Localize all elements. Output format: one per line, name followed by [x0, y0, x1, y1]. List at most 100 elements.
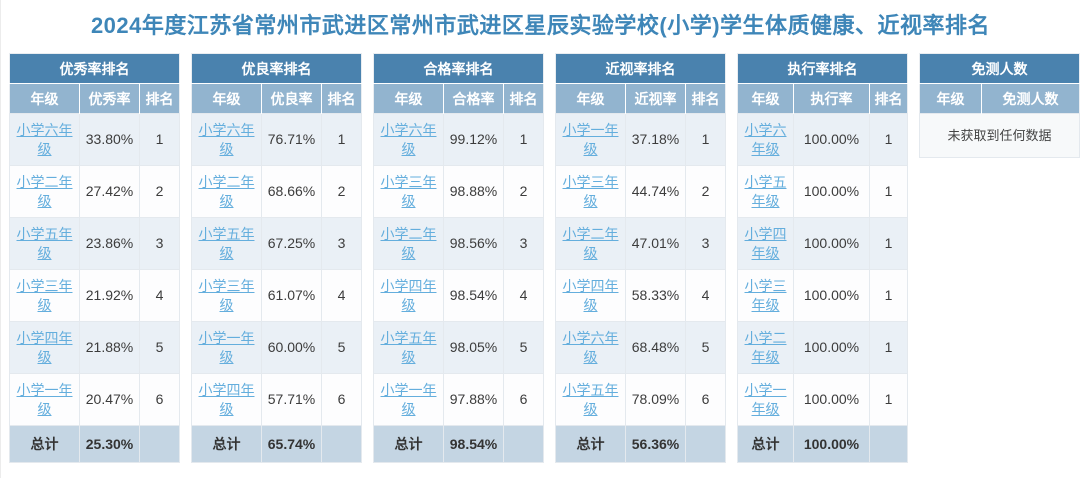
total-row: 总计 56.36%	[555, 425, 726, 463]
grade-link[interactable]: 小学五年级	[744, 173, 787, 209]
rate-value: 76.71%	[261, 113, 322, 166]
rank-value: 1	[869, 321, 908, 374]
rank-value: 1	[321, 113, 362, 166]
total-value: 98.54%	[443, 425, 504, 463]
grade-cell: 小学三年级	[555, 165, 626, 218]
rate-value: 97.88%	[443, 373, 504, 426]
rank-value: 1	[685, 113, 726, 166]
rate-value: 100.00%	[793, 165, 870, 218]
rank-value: 2	[321, 165, 362, 218]
grade-cell: 小学三年级	[737, 269, 794, 322]
table-title-exempt-count: 免测人数	[919, 53, 1080, 84]
table-row: 小学六年级 76.71% 1	[191, 113, 362, 166]
total-row: 总计 25.30%	[9, 425, 180, 463]
grade-link[interactable]: 小学四年级	[198, 381, 255, 417]
rank-value: 3	[685, 217, 726, 270]
table-row: 小学六年级 99.12% 1	[373, 113, 544, 166]
grade-link[interactable]: 小学六年级	[744, 121, 787, 157]
table-row: 小学六年级 100.00% 1	[737, 113, 908, 166]
column-header-myopia-rate-2: 排名	[685, 83, 726, 114]
rate-value: 21.92%	[79, 269, 140, 322]
grade-cell: 小学二年级	[373, 217, 444, 270]
grade-link[interactable]: 小学四年级	[380, 277, 437, 313]
rate-value: 99.12%	[443, 113, 504, 166]
rate-value: 68.66%	[261, 165, 322, 218]
grade-cell: 小学三年级	[9, 269, 80, 322]
grade-link[interactable]: 小学一年级	[744, 381, 787, 417]
grade-cell: 小学五年级	[555, 373, 626, 426]
grade-link[interactable]: 小学一年级	[380, 381, 437, 417]
grade-link[interactable]: 小学五年级	[198, 225, 255, 261]
grade-link[interactable]: 小学三年级	[198, 277, 255, 313]
table-good-rate: 优良率排名 年级 优良率 排名 小学六年级 76.71% 1 小学二年级 68.66% 2 小学五年…	[191, 53, 362, 463]
table-row: 小学二年级 68.66% 2	[191, 165, 362, 218]
total-row: 总计 100.00%	[737, 425, 908, 463]
rank-value: 4	[321, 269, 362, 322]
table-row: 小学五年级 23.86% 3	[9, 217, 180, 270]
total-rank-empty	[139, 425, 180, 463]
grade-link[interactable]: 小学六年级	[562, 329, 619, 365]
rate-value: 67.25%	[261, 217, 322, 270]
rank-value: 4	[685, 269, 726, 322]
column-header-execution-rate-0: 年级	[737, 83, 794, 114]
grade-cell: 小学一年级	[373, 373, 444, 426]
grade-link[interactable]: 小学五年级	[562, 381, 619, 417]
column-header-pass-rate-1: 合格率	[443, 83, 504, 114]
table-excellent-rate: 优秀率排名 年级 优秀率 排名 小学六年级 33.80% 1 小学二年级 27.42% 2 小学五年…	[9, 53, 180, 463]
rank-value: 2	[503, 165, 544, 218]
grade-link[interactable]: 小学四年级	[744, 225, 787, 261]
table-execution-rate: 执行率排名 年级 执行率 排名 小学六年级 100.00% 1 小学五年级 100.00% 1 小学…	[737, 53, 908, 463]
rank-value: 3	[139, 217, 180, 270]
column-header-pass-rate-2: 排名	[503, 83, 544, 114]
grade-link[interactable]: 小学二年级	[380, 225, 437, 261]
grade-link[interactable]: 小学二年级	[198, 173, 255, 209]
grade-link[interactable]: 小学二年级	[744, 329, 787, 365]
grade-link[interactable]: 小学一年级	[16, 381, 73, 417]
rate-value: 37.18%	[625, 113, 686, 166]
grade-cell: 小学一年级	[555, 113, 626, 166]
table-row: 小学二年级 47.01% 3	[555, 217, 726, 270]
rank-value: 4	[503, 269, 544, 322]
grade-link[interactable]: 小学三年级	[16, 277, 73, 313]
grade-link[interactable]: 小学三年级	[380, 173, 437, 209]
rank-value: 4	[139, 269, 180, 322]
grade-cell: 小学四年级	[373, 269, 444, 322]
grade-link[interactable]: 小学五年级	[380, 329, 437, 365]
rank-value: 6	[503, 373, 544, 426]
rate-value: 100.00%	[793, 269, 870, 322]
grade-link[interactable]: 小学三年级	[744, 277, 787, 313]
rate-value: 21.88%	[79, 321, 140, 374]
grade-cell: 小学四年级	[737, 217, 794, 270]
grade-link[interactable]: 小学四年级	[562, 277, 619, 313]
rate-value: 47.01%	[625, 217, 686, 270]
table-row: 小学四年级 100.00% 1	[737, 217, 908, 270]
grade-link[interactable]: 小学三年级	[562, 173, 619, 209]
total-rank-empty	[321, 425, 362, 463]
table-row: 小学一年级 37.18% 1	[555, 113, 726, 166]
grade-cell: 小学六年级	[737, 113, 794, 166]
table-row: 小学一年级 100.00% 1	[737, 373, 908, 426]
grade-link[interactable]: 小学四年级	[16, 329, 73, 365]
grade-link[interactable]: 小学六年级	[198, 121, 255, 157]
grade-link[interactable]: 小学一年级	[562, 121, 619, 157]
grade-cell: 小学六年级	[9, 113, 80, 166]
grade-link[interactable]: 小学二年级	[16, 173, 73, 209]
grade-link[interactable]: 小学六年级	[16, 121, 73, 157]
total-label: 总计	[9, 425, 80, 463]
grade-link[interactable]: 小学五年级	[16, 225, 73, 261]
table-row: 小学三年级 61.07% 4	[191, 269, 362, 322]
column-header-execution-rate-1: 执行率	[793, 83, 870, 114]
grade-link[interactable]: 小学六年级	[380, 121, 437, 157]
grade-link[interactable]: 小学二年级	[562, 225, 619, 261]
total-label: 总计	[737, 425, 794, 463]
rank-value: 1	[503, 113, 544, 166]
grade-cell: 小学二年级	[9, 165, 80, 218]
grade-cell: 小学五年级	[191, 217, 262, 270]
table-row: 小学四年级 98.54% 4	[373, 269, 544, 322]
grade-link[interactable]: 小学一年级	[198, 329, 255, 365]
grade-cell: 小学二年级	[555, 217, 626, 270]
table-row: 小学一年级 97.88% 6	[373, 373, 544, 426]
grade-cell: 小学五年级	[9, 217, 80, 270]
column-header-good-rate-2: 排名	[321, 83, 362, 114]
